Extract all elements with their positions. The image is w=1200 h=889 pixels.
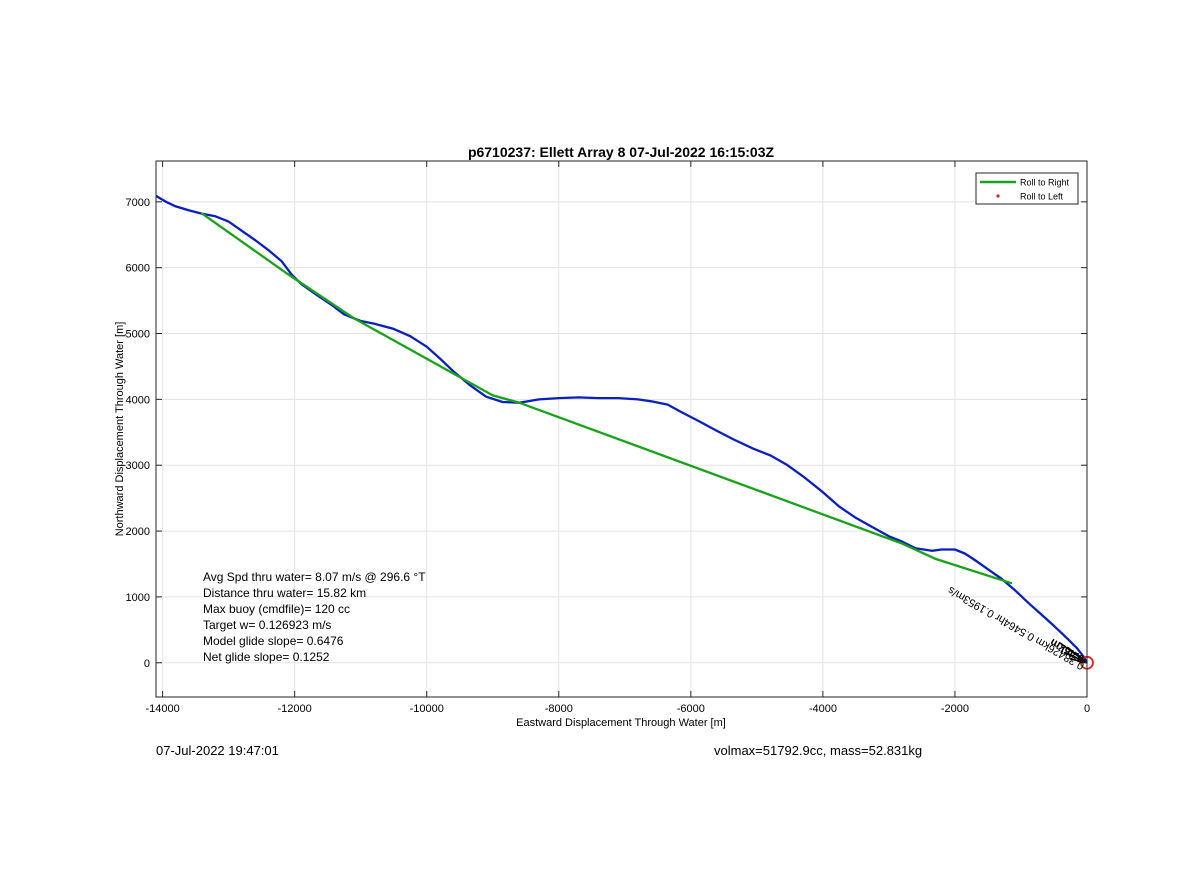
tick-label-x: -2000	[941, 703, 969, 715]
legend-box	[975, 172, 1079, 205]
tick-label-x: -14000	[145, 703, 179, 715]
roll-to-right-segment	[933, 557, 1013, 585]
tick-label-x: 0	[1084, 703, 1090, 715]
roll-to-right-segment	[286, 273, 356, 320]
stats-annotation: Target w= 0.126923 m/s	[203, 618, 331, 632]
tick-label-x: -10000	[410, 703, 444, 715]
tick-label-x: -4000	[809, 703, 837, 715]
roll-to-right-segment	[201, 212, 290, 276]
stats-annotations: Avg Spd thru water= 8.07 m/s @ 296.6 °T D…	[203, 570, 426, 664]
stats-annotation: Avg Spd thru water= 8.07 m/s @ 296.6 °T	[203, 570, 426, 584]
tick-label-y: 0	[144, 658, 150, 670]
roll-to-right-segment	[900, 542, 937, 560]
plot-frame	[155, 160, 1088, 698]
roll-to-right-segment	[352, 317, 494, 397]
legend-label: Roll to Left	[1020, 192, 1064, 202]
glider-track-line	[155, 194, 1089, 664]
legend-swatch-dot	[996, 194, 1000, 198]
heading-vector	[1074, 651, 1088, 664]
legend-label: Roll to Right	[1020, 178, 1070, 188]
footer-timestamp: 07-Jul-2022 19:47:01	[156, 743, 279, 758]
tick-label-y: 4000	[126, 394, 150, 406]
tick-label-y: 2000	[126, 526, 150, 538]
tick-label-y: 3000	[126, 460, 150, 472]
tick-label-y: 6000	[126, 263, 150, 275]
series-layer	[155, 194, 1094, 670]
tick-label-x: -6000	[677, 703, 705, 715]
footer-mass-info: volmax=51792.9cc, mass=52.831kg	[714, 743, 923, 758]
roll-to-right-segment	[491, 394, 521, 404]
stats-annotation: Distance thru water= 15.82 km	[203, 586, 366, 600]
tick-label-y: 1000	[126, 592, 150, 604]
chart-title: p6710237: Ellett Array 8 07-Jul-2022 16:…	[468, 144, 775, 160]
ticks: -14000 -12000 -10000 -8000 -6000 -4000 -2000 0 0…	[126, 161, 1090, 715]
stats-annotation: Model glide slope= 0.6476	[203, 634, 344, 648]
roll-to-right-segment	[518, 401, 904, 545]
tick-label-x: -8000	[545, 703, 573, 715]
tick-label-y: 7000	[126, 197, 150, 209]
tick-label-y: 5000	[126, 329, 150, 341]
tick-label-x: -12000	[278, 703, 312, 715]
plot-area	[156, 161, 1087, 697]
x-axis-label: Eastward Displacement Through Water [m]	[516, 717, 726, 729]
stats-annotation: Max buoy (cmdfile)= 120 cc	[203, 602, 350, 616]
stats-annotation: Net glide slope= 0.1252	[203, 650, 330, 664]
y-axis-label: Northward Displacement Through Water [m]	[114, 322, 126, 537]
legend: Roll to Right Roll to Left	[975, 172, 1079, 205]
